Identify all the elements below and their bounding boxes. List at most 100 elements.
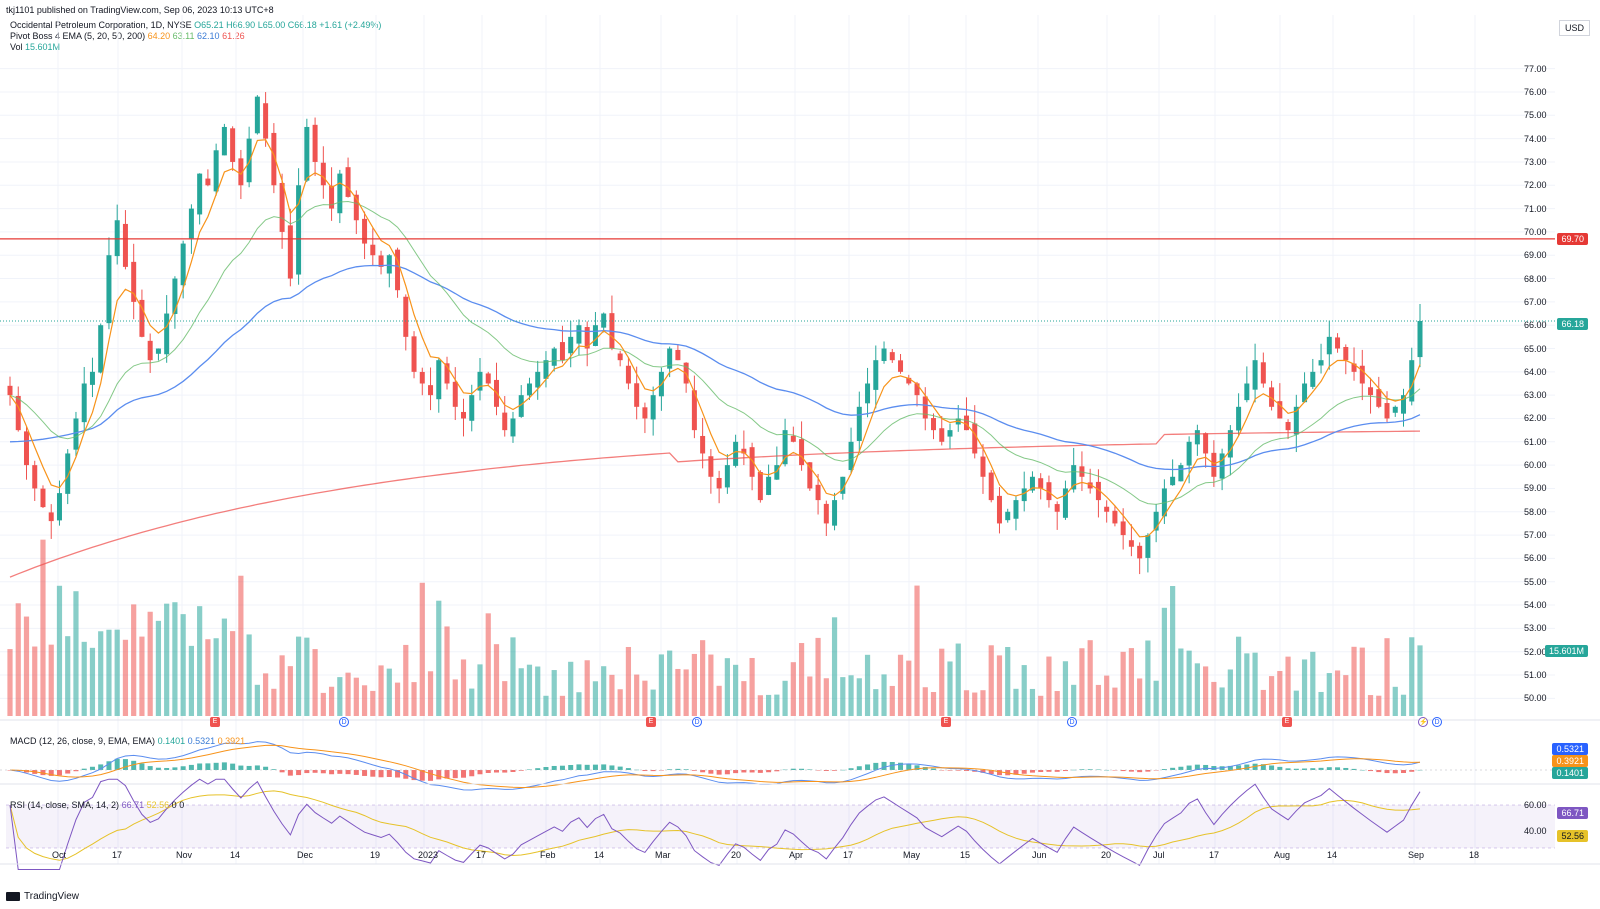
- candle-body: [922, 396, 928, 419]
- volume-bar: [394, 682, 401, 716]
- volume-bar: [419, 582, 425, 716]
- volume-bar: [320, 692, 326, 716]
- macd-hist-bar: [221, 762, 227, 770]
- macd-hist-bar: [477, 770, 483, 775]
- volume-bar: [1062, 661, 1069, 716]
- volume-bar: [1170, 586, 1176, 716]
- volume-bar: [1013, 688, 1019, 716]
- candle-body: [164, 313, 170, 355]
- macd-line: [9, 741, 1421, 791]
- candle-body: [1186, 441, 1192, 466]
- earnings-badge[interactable]: E: [646, 717, 656, 727]
- candle-body: [1145, 535, 1151, 558]
- candle-body: [1029, 476, 1035, 491]
- rsi-sma-line: [9, 790, 1421, 861]
- currency-button[interactable]: USD: [1558, 20, 1590, 36]
- ema50-value: 62.10: [197, 31, 220, 41]
- price-axis-tick: 68.00: [1524, 273, 1547, 284]
- macd-hist-bar: [996, 770, 1002, 776]
- candle-body: [1005, 511, 1011, 521]
- volume-bar: [1400, 694, 1407, 716]
- macd-hist-bar: [1112, 770, 1118, 771]
- open-value: O65.21: [194, 20, 224, 30]
- macd-hist-bar: [40, 770, 46, 776]
- macd-hist-bar: [329, 770, 335, 775]
- macd-hist-bar: [1335, 767, 1341, 770]
- candle-body: [279, 183, 285, 232]
- price-axis-tick: 52.00: [1524, 646, 1547, 657]
- candle-body: [411, 336, 417, 372]
- price-axis-tick: 56.00: [1524, 553, 1547, 564]
- volume-bar: [856, 678, 862, 716]
- candle-body: [700, 435, 706, 454]
- dividend-badge[interactable]: D: [339, 717, 349, 727]
- price-axis-tick: 51.00: [1524, 670, 1547, 681]
- volume-row[interactable]: Vol 15.601M: [10, 42, 381, 53]
- volume-bar: [89, 647, 96, 716]
- dividend-badge[interactable]: D: [692, 717, 702, 727]
- candle-body: [642, 407, 648, 419]
- macd-hist-bar: [1021, 770, 1027, 774]
- earnings-badge[interactable]: E: [1282, 717, 1292, 727]
- volume-bar: [1211, 681, 1217, 716]
- volume-bar: [1268, 676, 1275, 716]
- candle-body: [1335, 337, 1341, 349]
- volume-bar: [361, 685, 368, 716]
- candle-body: [526, 383, 532, 396]
- macd-hist-bar: [1318, 767, 1324, 770]
- candle-body: [139, 299, 145, 337]
- rsi-legend[interactable]: RSI (14, close, SMA, 14, 2) 66.71 52.56 …: [10, 800, 184, 810]
- split-badge[interactable]: ⚡: [1418, 717, 1428, 727]
- candle-body: [568, 336, 574, 354]
- ema200-value: 61.26: [222, 31, 245, 41]
- time-axis-tick: Jun: [1032, 850, 1047, 860]
- macd-hist-bar: [114, 758, 120, 770]
- ema-row[interactable]: Pivot Boss 4 EMA (5, 20, 50, 200) 64.20 …: [10, 31, 381, 42]
- macd-hist-bar: [1013, 770, 1019, 775]
- volume-bar: [922, 687, 928, 716]
- earnings-badge[interactable]: E: [210, 717, 220, 727]
- macd-hist-bar: [815, 770, 821, 771]
- volume-bar: [205, 639, 211, 716]
- macd-hist-bar: [807, 769, 813, 770]
- candle-body: [238, 158, 244, 186]
- ema-label: Pivot Boss 4 EMA (5, 20, 50, 200): [10, 31, 146, 41]
- symbol-row[interactable]: Occidental Petroleum Corporation, 1D, NY…: [10, 20, 381, 31]
- candle-body: [675, 349, 681, 361]
- candle-body: [353, 194, 359, 221]
- volume-bar: [1227, 669, 1233, 716]
- candle-body: [865, 383, 871, 404]
- candle-body: [436, 360, 442, 400]
- candle-body: [502, 412, 508, 431]
- candle-body: [386, 255, 392, 274]
- candle-body: [856, 406, 862, 441]
- dividend-badge[interactable]: D: [1067, 717, 1077, 727]
- volume-bar: [1359, 647, 1365, 716]
- earnings-badge[interactable]: E: [941, 717, 951, 727]
- macd-legend[interactable]: MACD (12, 26, close, 9, EMA, EMA) 0.1401…: [10, 736, 245, 746]
- dividend-badge[interactable]: D: [1432, 717, 1442, 727]
- macd-hist-bar: [1244, 764, 1250, 770]
- macd-hist-bar: [48, 770, 54, 776]
- candle-body: [1112, 510, 1118, 524]
- last-price-label: 66.18: [1557, 318, 1588, 330]
- candle-body: [543, 360, 549, 379]
- rsi-value: 66.71: [121, 800, 145, 810]
- candle-body: [312, 124, 318, 162]
- volume-bar: [403, 644, 409, 716]
- candle-body: [452, 381, 458, 407]
- candle-body: [263, 103, 269, 139]
- chart-legend: Occidental Petroleum Corporation, 1D, NY…: [10, 20, 381, 53]
- candle-body: [592, 325, 598, 346]
- macd-hist-bar: [551, 765, 557, 770]
- macd-hist-bar: [1326, 767, 1332, 770]
- macd-hist-bar: [1351, 768, 1357, 770]
- candle-body: [1137, 545, 1143, 559]
- macd-hist-bar: [675, 768, 681, 770]
- candle-body: [1128, 540, 1134, 547]
- volume-bar: [1104, 675, 1110, 716]
- symbol-name: Occidental Petroleum Corporation, 1D, NY…: [10, 20, 192, 30]
- candle-body: [1046, 482, 1052, 501]
- volume-bar: [1046, 656, 1052, 716]
